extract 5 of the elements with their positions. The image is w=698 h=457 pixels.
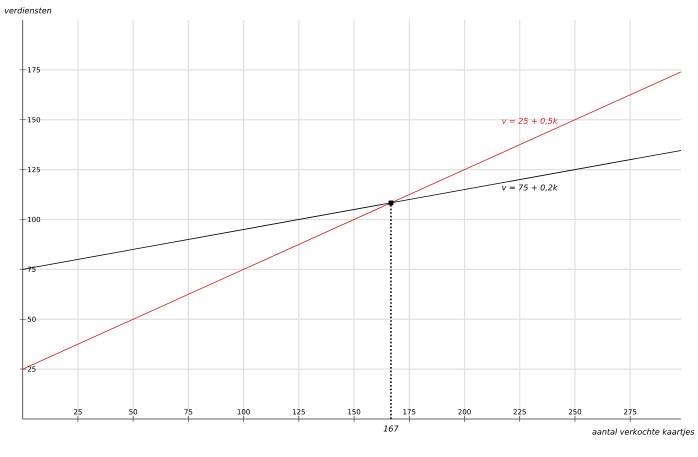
series-label: v = 25 + 0,5k xyxy=(502,118,558,125)
x-axis-title: aantal verkochte kaartjes xyxy=(592,428,694,436)
series-label: v = 75 + 0,2k xyxy=(502,184,558,192)
y-axis-title: verdiensten xyxy=(4,7,52,14)
annotation: 167 xyxy=(384,426,399,432)
